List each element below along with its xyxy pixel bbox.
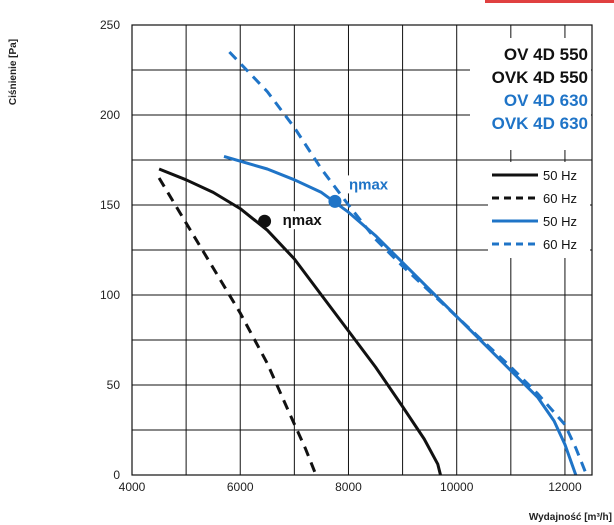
model-label: OV 4D 630	[504, 91, 588, 110]
x-tick-labels: 4000 6000 8000 10000 12000	[119, 480, 582, 494]
eta-max-label: ηmax	[349, 176, 389, 193]
x-tick-label: 12000	[548, 480, 582, 494]
series-line	[158, 167, 442, 476]
x-tick-label: 10000	[440, 480, 474, 494]
series-line	[228, 50, 588, 476]
legend-entry: 60 Hz	[543, 191, 577, 206]
model-label: OVK 4D 550	[492, 68, 588, 87]
eta-max-label-background	[346, 175, 393, 194]
model-label: OV 4D 550	[504, 45, 588, 64]
eta-max-label: ηmax	[283, 212, 323, 229]
y-axis-label: Ciśnienie [Pa]	[8, 39, 19, 105]
x-tick-label: 8000	[335, 480, 362, 494]
annotations: ηmax ηmax	[258, 175, 393, 230]
eta-max-point	[328, 194, 342, 208]
y-tick-label: 0	[113, 468, 120, 482]
x-tick-label: 6000	[227, 480, 254, 494]
series-lines	[157, 50, 588, 476]
accent-bar	[485, 0, 614, 3]
eta-max-point	[258, 214, 272, 228]
y-tick-labels: 0 50 100 150 200 250	[100, 18, 120, 482]
y-tick-label: 250	[100, 18, 120, 32]
legend-entry: 50 Hz	[543, 214, 577, 229]
x-tick-label: 4000	[119, 480, 146, 494]
plot-frame	[131, 24, 593, 476]
legend-background	[488, 162, 590, 258]
x-axis-label: Wydajność [m³/h]	[529, 512, 612, 523]
eta-max-label-background	[280, 211, 327, 230]
model-label-background	[470, 38, 591, 150]
model-labels: OV 4D 550 OVK 4D 550 OV 4D 630 OVK 4D 630	[470, 38, 591, 150]
legend: 50 Hz 60 Hz 50 Hz 60 Hz	[488, 162, 590, 258]
legend-entry: 60 Hz	[543, 237, 577, 252]
model-label: OVK 4D 630	[492, 114, 588, 133]
y-tick-label: 150	[100, 198, 120, 212]
y-tick-label: 200	[100, 108, 120, 122]
legend-entry: 50 Hz	[543, 168, 577, 183]
y-tick-label: 50	[107, 378, 121, 392]
y-tick-label: 100	[100, 288, 120, 302]
